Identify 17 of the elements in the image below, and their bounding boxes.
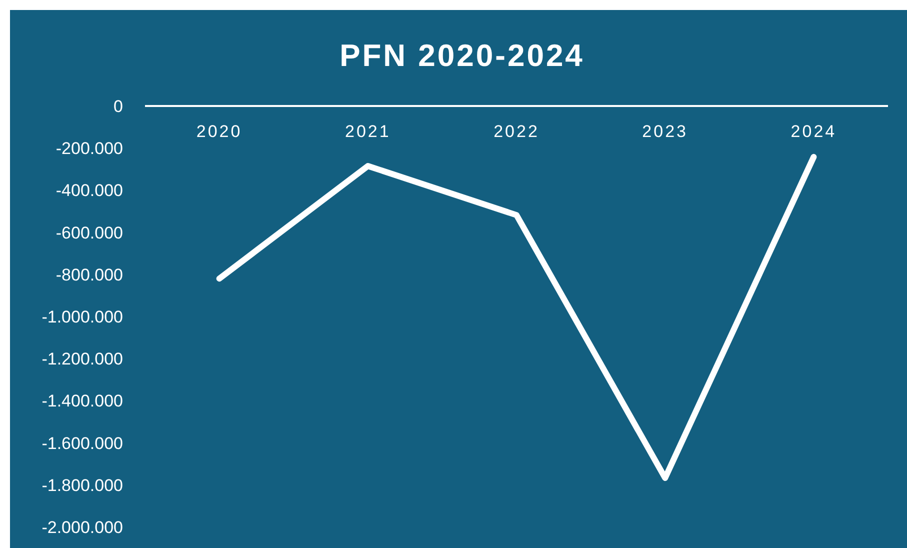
x-tick-label: 2021 xyxy=(344,122,391,141)
y-tick-label: -1.200.000 xyxy=(42,350,123,369)
y-tick-label: -200.000 xyxy=(56,139,123,158)
y-tick-label: -800.000 xyxy=(56,265,123,284)
y-tick-label: -400.000 xyxy=(56,181,123,200)
x-tick-label: 2023 xyxy=(642,122,688,141)
x-tick-label: 2022 xyxy=(494,122,540,141)
y-tick-label: -2.000.000 xyxy=(42,518,123,537)
x-tick-label: 2024 xyxy=(790,122,837,141)
y-tick-label: -1.000.000 xyxy=(42,307,123,326)
y-tick-label: -1.600.000 xyxy=(42,434,123,453)
y-tick-label: -1.800.000 xyxy=(42,476,123,495)
chart-title: PFN 2020-2024 xyxy=(340,38,584,73)
y-tick-label: -600.000 xyxy=(56,223,123,242)
y-tick-label: 0 xyxy=(114,96,123,116)
x-tick-label: 2020 xyxy=(196,122,242,141)
y-tick-label: -1.400.000 xyxy=(42,392,123,411)
